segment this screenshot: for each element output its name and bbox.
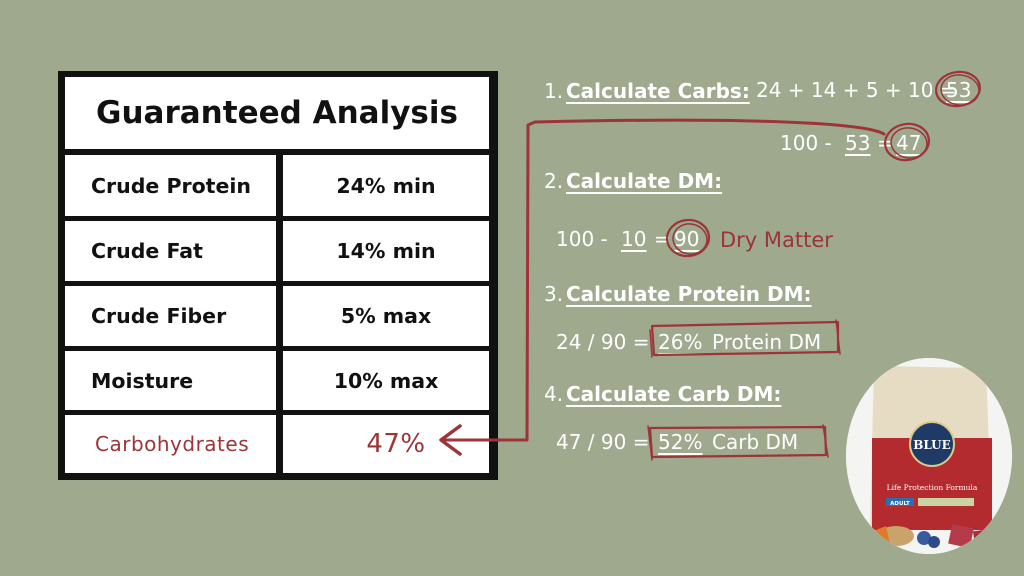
circle-53-second-stroke — [940, 74, 980, 106]
product-photo: BLUE Life Protection Formula ADULT — [846, 358, 1012, 554]
step-2-heading: Calculate DM: — [566, 169, 723, 193]
step-1-number: 1. — [544, 79, 564, 103]
table-title: Guaranteed Analysis — [65, 77, 489, 149]
row-value-crude-protein: 24% min — [283, 155, 489, 216]
step-2-number: 2. — [544, 169, 564, 193]
row-label-moisture: Moisture — [65, 351, 276, 410]
bag-brand: BLUE — [913, 438, 951, 452]
bag-badge: ADULT — [890, 501, 910, 507]
dog-food-bag-image: BLUE Life Protection Formula ADULT — [846, 358, 1012, 554]
dry-matter-annotation: Dry Matter — [720, 228, 833, 252]
box-protein-dm-second-stroke — [649, 319, 841, 358]
circle-47-second-stroke — [890, 127, 928, 159]
row-label-crude-fat: Crude Fat — [65, 221, 276, 281]
step-2-equals: = — [654, 227, 671, 251]
step-3-number: 3. — [544, 282, 564, 306]
connector-line — [443, 118, 886, 442]
box-carb-dm-second-stroke — [647, 424, 829, 461]
circle-90-second-stroke — [672, 223, 708, 255]
step-1-equation: 24 + 14 + 5 + 10 = — [756, 78, 957, 102]
row-label-crude-fiber: Crude Fiber — [65, 286, 276, 346]
row-label-carbohydrates: Carbohydrates — [65, 415, 276, 473]
step-1-carb-result: 47 — [896, 131, 922, 155]
step-3-heading: Calculate Protein DM: — [566, 282, 812, 306]
box-carb-dm — [648, 425, 828, 459]
step-1-heading: Calculate Carbs: — [566, 79, 750, 103]
step-4-number: 4. — [544, 382, 564, 406]
step-2-dm-result: 90 — [674, 227, 700, 251]
step-1-subtract-operand: 53 — [845, 131, 871, 155]
row-value-moisture: 10% max — [283, 351, 489, 410]
step-1-subtract: 100 - — [780, 131, 832, 155]
row-value-carbohydrates: 47% — [283, 415, 489, 473]
circle-90 — [665, 218, 711, 258]
step-4-heading: Calculate Carb DM: — [566, 382, 782, 406]
step-4-suffix: Carb DM — [712, 430, 799, 454]
step-4-division: 47 / 90 = — [556, 430, 650, 454]
row-value-crude-fiber: 5% max — [283, 286, 489, 346]
step-2-subtract-operand: 10 — [621, 227, 647, 251]
circle-53 — [934, 70, 982, 108]
step-4-result: 52% — [658, 430, 703, 454]
step-1-sum-result: 53 — [946, 78, 972, 102]
step-3-result: 26% — [658, 330, 703, 354]
row-label-crude-protein: Crude Protein — [65, 155, 276, 216]
row-value-crude-fat: 14% min — [283, 221, 489, 281]
bag-line: Life Protection Formula — [887, 483, 978, 492]
step-2-subtract: 100 - — [556, 227, 608, 251]
step-3-suffix: Protein DM — [712, 330, 822, 354]
arrow-head — [439, 424, 462, 456]
circle-47 — [884, 122, 930, 162]
step-3-division: 24 / 90 = — [556, 330, 650, 354]
guaranteed-analysis-table: Guaranteed Analysis Crude Protein 24% mi… — [58, 71, 498, 480]
box-protein-dm — [650, 320, 840, 357]
